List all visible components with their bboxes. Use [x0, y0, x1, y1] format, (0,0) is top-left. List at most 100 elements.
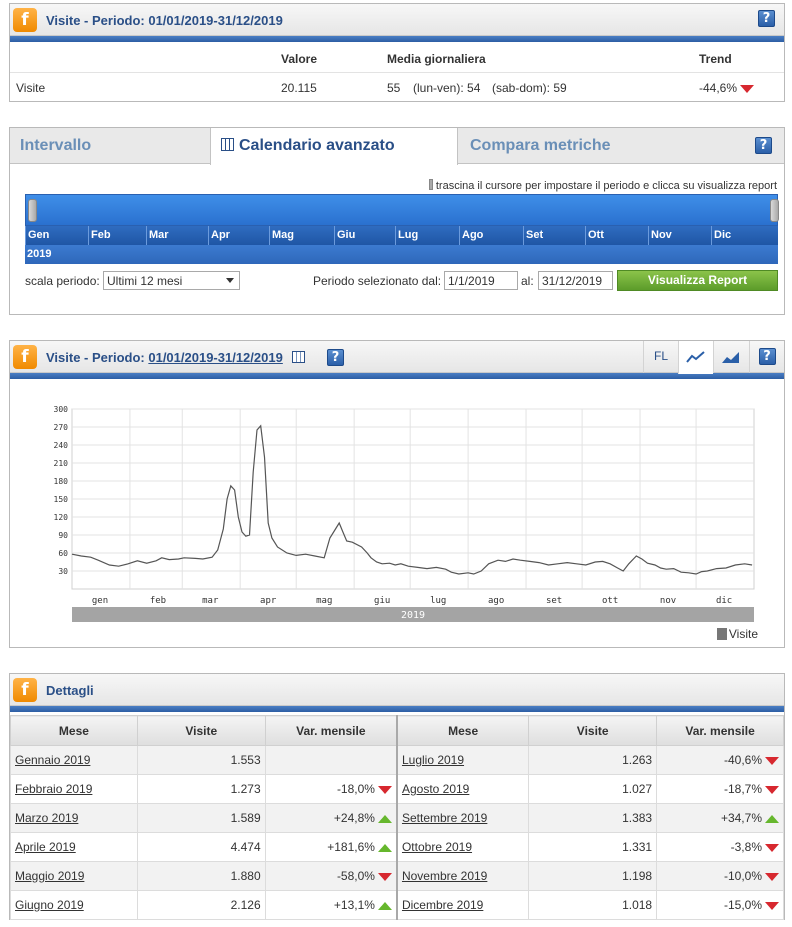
- table-row: Marzo 2019 1.589 +24,8% Settembre 2019 1.383…: [10, 803, 784, 833]
- help-icon[interactable]: ?: [327, 349, 345, 366]
- table-row: Giugno 2019 2.126 +13,1% Dicembre 2019 1.018…: [10, 890, 784, 920]
- month-link[interactable]: Settembre 2019: [401, 811, 488, 825]
- line-chart-button[interactable]: [678, 341, 713, 374]
- trend-up-icon: [765, 814, 779, 823]
- timeline-month: Dic: [711, 226, 731, 245]
- header-trend: Trend: [699, 52, 732, 66]
- trend-up-icon: [377, 843, 392, 852]
- month-link[interactable]: Febbraio 2019: [15, 782, 93, 796]
- cell-mese: Gennaio 2019: [10, 745, 138, 775]
- col-mese: Mese: [10, 715, 138, 746]
- help-icon[interactable]: ?: [755, 137, 772, 154]
- x-tick-label: feb: [150, 596, 166, 606]
- cell-var: -15,0%: [656, 890, 784, 920]
- cell-mese: Aprile 2019: [10, 832, 138, 862]
- var-value: -3,8%: [730, 840, 762, 854]
- x-tick-label: ago: [488, 596, 504, 606]
- legend-label: Visite: [728, 627, 758, 641]
- timeline-handle-right[interactable]: [770, 199, 779, 222]
- col-visite: Visite: [136, 715, 266, 746]
- fl-button[interactable]: FL: [643, 341, 678, 373]
- var-value: +13,1%: [333, 898, 375, 912]
- cell-var: -18,0%: [264, 774, 398, 804]
- var-value: -15,0%: [723, 898, 762, 912]
- date-from-input[interactable]: 1/1/2019: [444, 271, 518, 290]
- timeline-month: Mag: [269, 226, 294, 245]
- month-link[interactable]: Maggio 2019: [15, 869, 85, 883]
- var-value: +24,8%: [333, 811, 375, 825]
- month-link[interactable]: Gennaio 2019: [15, 753, 91, 767]
- calendar-icon[interactable]: [292, 351, 306, 363]
- trend-down-icon: [377, 872, 392, 881]
- details-body: Gennaio 2019 1.553 Luglio 2019 1.263 -40,6% F…: [10, 745, 784, 920]
- var-value: +34,7%: [720, 811, 762, 825]
- tab-compara[interactable]: Compara metriche: [470, 137, 611, 154]
- y-tick-label: 180: [54, 477, 69, 486]
- line-chart: 30 60 90 120 150 180 210 240 270 300 gen feb mar apr m…: [54, 405, 755, 622]
- x-tick-label: nov: [660, 596, 676, 606]
- chart-legend: Visite: [716, 627, 758, 641]
- details-header: f Dettagli: [10, 674, 784, 706]
- cell-var: -10,0%: [656, 861, 784, 891]
- table-row: Maggio 2019 1.880 -58,0% Novembre 2019 1.198…: [10, 861, 784, 891]
- trend-down-icon: [765, 872, 779, 881]
- trend-value: -44,6%: [699, 81, 738, 95]
- timeline-handle-left[interactable]: [28, 199, 37, 222]
- month-link[interactable]: Luglio 2019: [401, 753, 465, 767]
- month-link[interactable]: Marzo 2019: [15, 811, 79, 825]
- tab-calendario-label: Calendario avanzato: [239, 137, 395, 154]
- cell-mese: Agosto 2019: [395, 774, 530, 804]
- tab-calendario[interactable]: Calendario avanzato: [210, 128, 458, 165]
- area-chart-button[interactable]: [713, 341, 748, 373]
- month-link[interactable]: Ottobre 2019: [401, 840, 473, 854]
- y-tick-label: 300: [54, 405, 69, 414]
- cell-visite: 1.273: [136, 774, 266, 804]
- trend-down-icon: [377, 785, 392, 794]
- y-tick-label: 270: [54, 423, 69, 432]
- chart-divider: [10, 373, 784, 379]
- month-link[interactable]: Giugno 2019: [15, 898, 84, 912]
- x-tick-label: lug: [430, 596, 446, 606]
- cell-visite: 2.126: [136, 890, 266, 920]
- scala-value: Ultimi 12 mesi: [107, 274, 183, 288]
- header-media: Media giornaliera: [387, 52, 486, 66]
- timeline-month: Ago: [459, 226, 483, 245]
- help-icon[interactable]: ?: [758, 10, 775, 27]
- row-valore: 20.115: [281, 81, 317, 95]
- x-tick-label: dic: [716, 596, 732, 606]
- scala-select[interactable]: Ultimi 12 mesi: [103, 271, 240, 290]
- y-tick-label: 60: [58, 549, 68, 558]
- month-link[interactable]: Dicembre 2019: [401, 898, 484, 912]
- month-link[interactable]: Novembre 2019: [401, 869, 488, 883]
- calendar-icon: [221, 138, 234, 151]
- timeline-month: Feb: [88, 226, 111, 245]
- table-row: Gennaio 2019 1.553 Luglio 2019 1.263 -40,6%: [10, 745, 784, 775]
- timeline-month: Mar: [146, 226, 169, 245]
- row-trend: -44,6%: [699, 81, 755, 95]
- row-lunven: (lun-ven): 54: [413, 81, 481, 95]
- month-link[interactable]: Agosto 2019: [401, 782, 470, 796]
- table-header-row: Mese Visite Var. mensile Mese Visite Var…: [10, 715, 784, 746]
- tab-bar: Intervallo Calendario avanzato Compara m…: [10, 128, 784, 165]
- var-value: -58,0%: [336, 869, 375, 883]
- area-chart-icon: [722, 352, 739, 363]
- visualizza-report-button[interactable]: Visualizza Report: [617, 270, 778, 291]
- timeline-slider[interactable]: Gen Feb Mar Apr Mag Giu Lug Ago Set Ott Nov Dic 201…: [25, 194, 779, 266]
- cell-visite: 1.553: [136, 745, 266, 775]
- var-value: -10,0%: [723, 869, 762, 883]
- cell-var: +181,6%: [264, 832, 398, 862]
- cell-visite: 1.027: [528, 774, 658, 804]
- y-tick-label: 210: [54, 459, 69, 468]
- chart-title-prefix: Visite - Periodo:: [46, 350, 145, 365]
- date-to-input[interactable]: 31/12/2019: [538, 271, 613, 290]
- cell-mese: Novembre 2019: [395, 861, 530, 891]
- trend-up-icon: [377, 901, 392, 910]
- tab-intervallo[interactable]: Intervallo: [20, 137, 92, 154]
- chart-title-period-link[interactable]: 01/01/2019-31/12/2019: [148, 350, 283, 365]
- help-button[interactable]: ?: [749, 341, 784, 373]
- calendar-panel: Intervallo Calendario avanzato Compara m…: [9, 127, 785, 315]
- month-link[interactable]: Aprile 2019: [15, 840, 76, 854]
- timeline-range[interactable]: [25, 194, 778, 226]
- timeline-hint: trascina il cursore per impostare il per…: [428, 179, 777, 192]
- cell-mese: Settembre 2019: [395, 803, 530, 833]
